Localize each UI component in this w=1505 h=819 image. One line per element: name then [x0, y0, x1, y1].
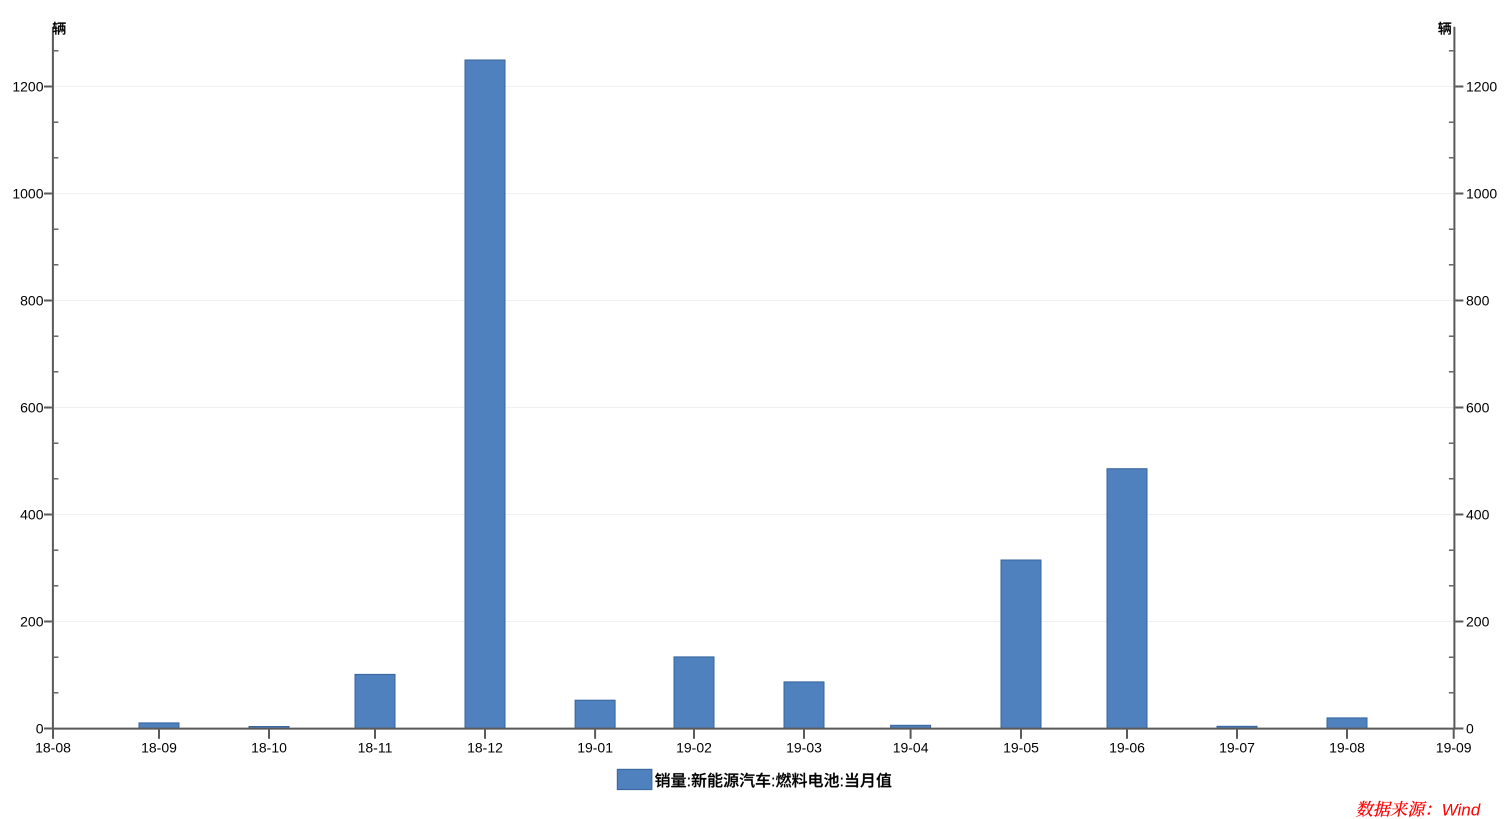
svg-text:0: 0 [1466, 721, 1474, 737]
svg-text:200: 200 [20, 614, 44, 630]
svg-text:1200: 1200 [1466, 79, 1497, 95]
svg-text:600: 600 [20, 400, 44, 416]
svg-text:19-07: 19-07 [1219, 740, 1255, 756]
svg-text:19-05: 19-05 [1003, 740, 1039, 756]
svg-text:19-09: 19-09 [1436, 740, 1472, 756]
svg-text:19-06: 19-06 [1109, 740, 1145, 756]
svg-text:400: 400 [20, 507, 44, 523]
svg-text:19-08: 19-08 [1329, 740, 1365, 756]
svg-text:Wind: Wind [1442, 800, 1481, 819]
svg-text:19-02: 19-02 [676, 740, 712, 756]
svg-text:18-08: 18-08 [35, 740, 71, 756]
svg-text:1000: 1000 [1466, 186, 1497, 202]
svg-text:18-10: 18-10 [251, 740, 287, 756]
svg-text:18-11: 18-11 [358, 740, 393, 756]
svg-text:19-04: 19-04 [893, 740, 929, 756]
svg-text:800: 800 [1466, 293, 1490, 309]
svg-text:1000: 1000 [12, 186, 43, 202]
svg-text:19-03: 19-03 [786, 740, 822, 756]
svg-text:400: 400 [1466, 507, 1490, 523]
svg-text:18-12: 18-12 [467, 740, 503, 756]
svg-text:800: 800 [20, 293, 44, 309]
svg-text:18-09: 18-09 [141, 740, 177, 756]
svg-text:1200: 1200 [12, 79, 43, 95]
svg-text:200: 200 [1466, 614, 1490, 630]
svg-text:0: 0 [36, 721, 44, 737]
svg-text:19-01: 19-01 [577, 740, 613, 756]
svg-text:600: 600 [1466, 400, 1490, 416]
